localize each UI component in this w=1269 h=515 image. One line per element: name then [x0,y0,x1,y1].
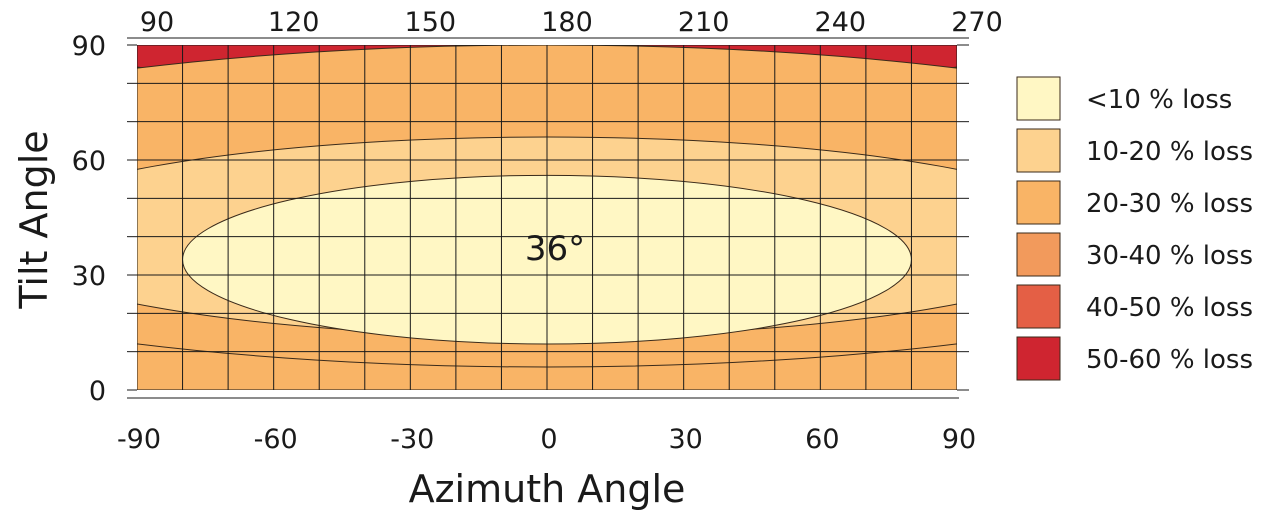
y-tick-label: 60 [72,146,106,177]
legend-swatch [1016,336,1061,381]
grid-lines [137,45,957,390]
legend-label: 10-20 % loss [1086,137,1253,167]
legend-label: 20-30 % loss [1086,189,1253,219]
legend: <10 % loss 10-20 % loss 20-30 % loss 30-40 … [1016,76,1253,381]
tick-labels: -90 -60 -30 0 30 60 90 90 120 150 180 210 240 270 0 30 6… [72,7,1003,455]
x-tick-label-bottom: -30 [390,424,434,455]
x-tick-label-bottom: 90 [942,424,976,455]
y-tick-label: 90 [72,31,106,62]
contour-regions [137,45,957,368]
x-tick-label-top: 150 [405,7,457,38]
legend-swatch [1016,284,1061,329]
x-tick-label-top: 210 [678,7,730,38]
legend-label: <10 % loss [1086,85,1232,115]
x-tick-label-top: 90 [140,7,174,38]
legend-swatch [1016,180,1061,225]
x-tick-label-top: 120 [268,7,320,38]
legend-label: 30-40 % loss [1086,241,1253,271]
y-tick-label: 0 [89,376,106,407]
x-tick-label-top: 240 [815,7,867,38]
x-tick-label-bottom: 30 [668,424,702,455]
legend-swatch [1016,128,1061,173]
x-axis-title: Azimuth Angle [409,467,686,511]
legend-label: 40-50 % loss [1086,293,1253,323]
optimum-tilt-label: 36° [525,229,585,269]
axes [127,37,969,399]
y-tick-label: 30 [72,261,106,292]
x-tick-label-bottom: -90 [117,424,161,455]
x-tick-label-bottom: 60 [805,424,839,455]
x-tick-label-top: 180 [541,7,593,38]
x-tick-label-top: 270 [951,7,1003,38]
y-axis-title: Tilt Angle [12,130,56,309]
x-tick-label-bottom: 0 [540,424,557,455]
x-tick-label-bottom: -60 [254,424,298,455]
legend-swatch [1016,232,1061,277]
legend-label: 50-60 % loss [1086,345,1253,375]
legend-swatch [1016,76,1061,121]
